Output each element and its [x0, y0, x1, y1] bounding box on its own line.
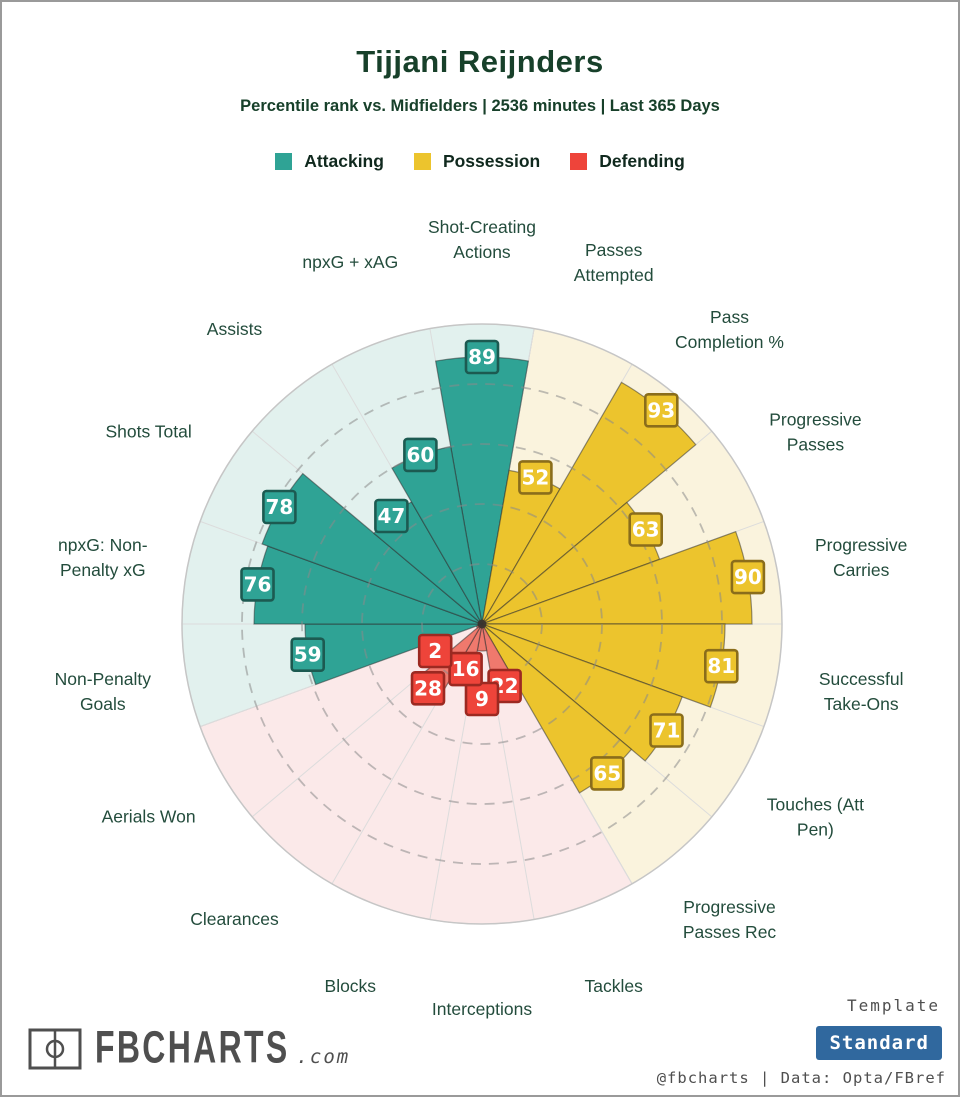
- fbcharts-logo: FBCHARTS .com: [28, 1021, 351, 1073]
- value-badge-text: 78: [265, 495, 293, 519]
- page-subtitle: Percentile rank vs. Midfielders | 2536 m…: [240, 97, 720, 115]
- category-label-assists: Assists: [207, 319, 263, 339]
- possession-color-swatch: [413, 153, 431, 170]
- value-badge-text: 90: [734, 565, 762, 589]
- category-label-touches-att-pen: Touches (Att Pen): [767, 795, 864, 840]
- category-label-blocks: Blocks: [325, 976, 377, 996]
- value-badge-successful-take-ons: [703, 648, 739, 684]
- center-dot: [477, 619, 487, 629]
- value-badge-text: 16: [452, 657, 480, 681]
- percentile-ring-80: [241, 383, 723, 865]
- percentile-ring-40: [361, 503, 603, 745]
- legend-item-defending: Defending: [570, 151, 685, 172]
- value-badge-npxg-xag: [403, 437, 438, 473]
- value-badge-non-penalty-goals: [290, 637, 326, 673]
- value-badge-blocks: [448, 651, 483, 687]
- category-label-interceptions: Interceptions: [432, 999, 532, 1019]
- category-label-progressive-passes: Progressive Passes: [769, 410, 861, 455]
- value-badge-aerials-won: [417, 633, 453, 669]
- defending-color-swatch: [570, 153, 588, 170]
- category-label-npxg-non-penalty-xg: npxG: Non-Penalty xG: [58, 535, 148, 580]
- category-label-pass-completion: Pass Completion %: [675, 307, 784, 352]
- value-badge-assists: [374, 498, 409, 534]
- football-pitch-icon: [28, 1028, 82, 1070]
- category-label-npxg-xag: npxG + xAG: [302, 252, 398, 272]
- value-badge-passes-attempted: [518, 460, 553, 495]
- value-badge-shots-total: [262, 489, 297, 525]
- attacking-color-swatch: [275, 153, 293, 170]
- value-badge-text: 52: [521, 465, 549, 489]
- value-badge-text: 60: [406, 443, 434, 467]
- brand-name: FBCHARTS: [95, 1021, 290, 1073]
- value-badge-clearances: [410, 670, 446, 706]
- category-label-clearances: Clearances: [190, 909, 279, 929]
- page-title: Tijjani Reijnders: [356, 44, 604, 79]
- legend-item-attacking: Attacking: [275, 151, 384, 172]
- value-badge-text: 81: [707, 654, 735, 678]
- value-badge-text: 9: [475, 687, 489, 711]
- category-label-shots-total: Shots Total: [105, 422, 191, 442]
- legend-label: Attacking: [304, 151, 384, 171]
- value-badge-text: 65: [593, 761, 621, 785]
- legend-label: Defending: [599, 151, 685, 171]
- category-label-progressive-passes-rec: Progressive Passes Rec: [683, 897, 777, 942]
- category-label-progressive-carries: Progressive Carries: [815, 535, 907, 580]
- percentile-ring-60: [301, 443, 663, 805]
- value-badge-progressive-passes-rec: [589, 756, 625, 791]
- value-badge-text: 71: [653, 719, 681, 743]
- credit-line: @fbcharts | Data: Opta/FBref: [656, 1069, 946, 1087]
- value-badge-progressive-passes: [628, 512, 664, 547]
- template-standard-button[interactable]: Standard: [816, 1026, 942, 1060]
- outer-circle: [181, 323, 783, 925]
- value-badge-text: 2: [428, 639, 442, 663]
- value-badge-text: 89: [468, 345, 496, 369]
- value-badge-touches-att-pen: [649, 713, 684, 748]
- template-label: Template: [846, 996, 940, 1015]
- category-label-shot-creating-actions: Shot-Creating Actions: [428, 217, 536, 262]
- value-badge-text: 28: [414, 676, 442, 700]
- category-label-successful-take-ons: Successful Take-Ons: [819, 669, 904, 714]
- value-badge-text: 47: [377, 504, 405, 528]
- brand-suffix: .com: [296, 1046, 351, 1068]
- category-label-aerials-won: Aerials Won: [102, 807, 196, 827]
- category-label-tackles: Tackles: [585, 976, 644, 996]
- value-badge-text: 59: [294, 643, 322, 667]
- value-badge-progressive-carries: [730, 559, 766, 595]
- value-badge-text: 93: [647, 398, 675, 422]
- value-badge-text: 63: [632, 518, 660, 542]
- value-badge-shot-creating-actions: [464, 339, 500, 375]
- category-label-passes-attempted: Passes Attempted: [574, 240, 654, 285]
- legend: Attacking Possession Defending: [2, 151, 958, 172]
- value-badge-pass-completion: [643, 392, 679, 428]
- legend-item-possession: Possession: [413, 151, 541, 172]
- value-badge-npxg-non-penalty-xg: [240, 567, 275, 602]
- category-label-non-penalty-goals: Non-Penalty Goals: [55, 669, 152, 714]
- legend-label: Possession: [442, 151, 541, 171]
- value-badge-text: 76: [244, 572, 272, 596]
